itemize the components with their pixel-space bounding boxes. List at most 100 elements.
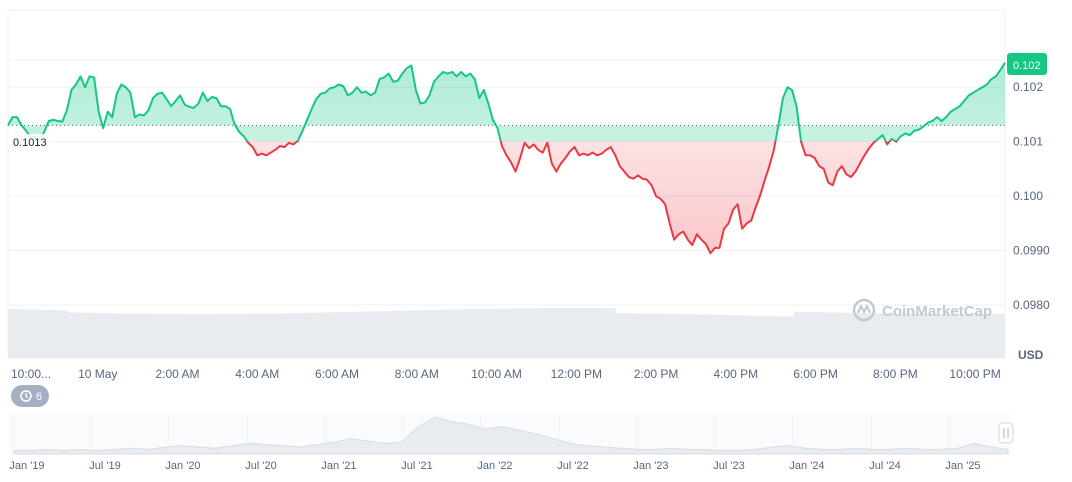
volume-bar (376, 311, 380, 358)
volume-bar (890, 313, 894, 358)
volume-bar (736, 315, 740, 358)
volume-bar (110, 313, 114, 358)
volume-bar (690, 314, 695, 358)
x-axis: 10:00... 10 May 2:00 AM 4:00 AM 6:00 AM 8:00 … (11, 367, 1001, 381)
history-badge[interactable]: 6 (11, 385, 49, 407)
volume-bar (609, 308, 613, 358)
volume-bar (796, 311, 800, 358)
navigator-label: Jan '21 (321, 460, 356, 472)
volume-bar (340, 312, 344, 358)
volume-bar (941, 313, 945, 358)
volume-bar (14, 309, 18, 358)
volume-bar (38, 309, 42, 358)
volume-bar (724, 314, 728, 358)
navigator-labels: Jan '19 Jul '19 Jan '20 Jul '20 Jan '21 Jul '… (9, 460, 980, 472)
volume-bar (349, 311, 353, 358)
volume-bar (267, 313, 272, 358)
volume-bar (772, 316, 776, 358)
volume-bar (841, 312, 846, 358)
volume-bar (213, 313, 217, 358)
volume-bar (760, 315, 764, 358)
volume-bar (252, 313, 256, 358)
volume-bar (751, 315, 755, 358)
volume-bar (113, 313, 117, 358)
volume-bar (482, 308, 486, 358)
volume-bar (282, 313, 287, 358)
volume-bar (742, 315, 746, 358)
volume-bar (787, 316, 791, 358)
y-tick-label: 0.0990 (1013, 244, 1050, 258)
volume-bar (730, 315, 734, 358)
volume-bar (727, 315, 731, 358)
volume-bar (346, 312, 350, 358)
volume-bar (866, 313, 870, 358)
volume-bar (101, 313, 105, 358)
volume-bar (1001, 313, 1006, 358)
volume-bar (301, 312, 305, 358)
volume-bar (542, 308, 546, 358)
volume-bar (911, 313, 915, 358)
price-line-up (7, 62, 1006, 141)
volume-bar (322, 312, 326, 358)
navigator-handle-grip[interactable] (998, 422, 1014, 444)
volume-bar (437, 309, 441, 358)
volume-bar (89, 312, 93, 358)
volume-bar (980, 313, 985, 358)
volume-bar (757, 315, 761, 358)
volume-bar (29, 309, 33, 358)
volume-bar (400, 310, 404, 358)
volume-bar (896, 313, 900, 358)
current-price-text: 0.102 (1013, 60, 1041, 72)
navigator-label: Jul '24 (869, 460, 900, 472)
volume-bar (116, 313, 120, 358)
coinmarketcap-logo-mark (857, 303, 871, 315)
volume-bar (908, 313, 912, 358)
volume-bar (509, 308, 513, 358)
x-tick-label: 10 May (78, 367, 117, 381)
volume-bar (240, 313, 244, 358)
volume-bar (8, 309, 12, 358)
volume-bar (721, 314, 725, 358)
volume-bar (778, 316, 782, 358)
volume-bar (62, 310, 66, 358)
volume-bar (476, 308, 480, 358)
volume-bar (95, 312, 99, 358)
volume-bar (663, 313, 667, 358)
volume-bar (298, 313, 302, 358)
volume-bar (249, 313, 253, 358)
volume-bar (717, 314, 722, 358)
volume-bar (582, 308, 586, 358)
volume-bar (684, 314, 688, 358)
volume-bar (521, 308, 525, 358)
volume-bar (246, 313, 250, 358)
history-badge-bg[interactable] (11, 385, 49, 407)
volume-bar (367, 311, 371, 358)
volume-bar (832, 312, 837, 358)
volume-bar (53, 310, 57, 358)
volume-bar (536, 308, 540, 358)
volume-bar (237, 313, 241, 358)
navigator-label: Jan '23 (633, 460, 668, 472)
volume-bar (461, 309, 465, 358)
x-tick-label: 8:00 PM (873, 367, 918, 381)
volume-bar (669, 313, 673, 358)
volume-bar (140, 313, 145, 358)
volume-bar (86, 312, 90, 358)
volume-bar (808, 312, 812, 358)
volume-bar (884, 313, 888, 358)
volume-bar (122, 313, 127, 358)
volume-bar (26, 309, 30, 358)
price-line (7, 62, 1006, 255)
volume-bar (128, 313, 133, 358)
volume-bar (557, 308, 562, 358)
volume-bar (591, 308, 595, 358)
volume-bar (382, 311, 386, 358)
history-icon (20, 390, 32, 402)
volume-bar (850, 312, 855, 358)
navigator-label: Jan '25 (945, 460, 980, 472)
volume-bar (149, 313, 154, 358)
volume-bar (733, 315, 737, 358)
volume-bar (551, 308, 556, 358)
watermark-text: CoinMarketCap (882, 303, 992, 320)
navigator-handle[interactable] (998, 422, 1014, 444)
